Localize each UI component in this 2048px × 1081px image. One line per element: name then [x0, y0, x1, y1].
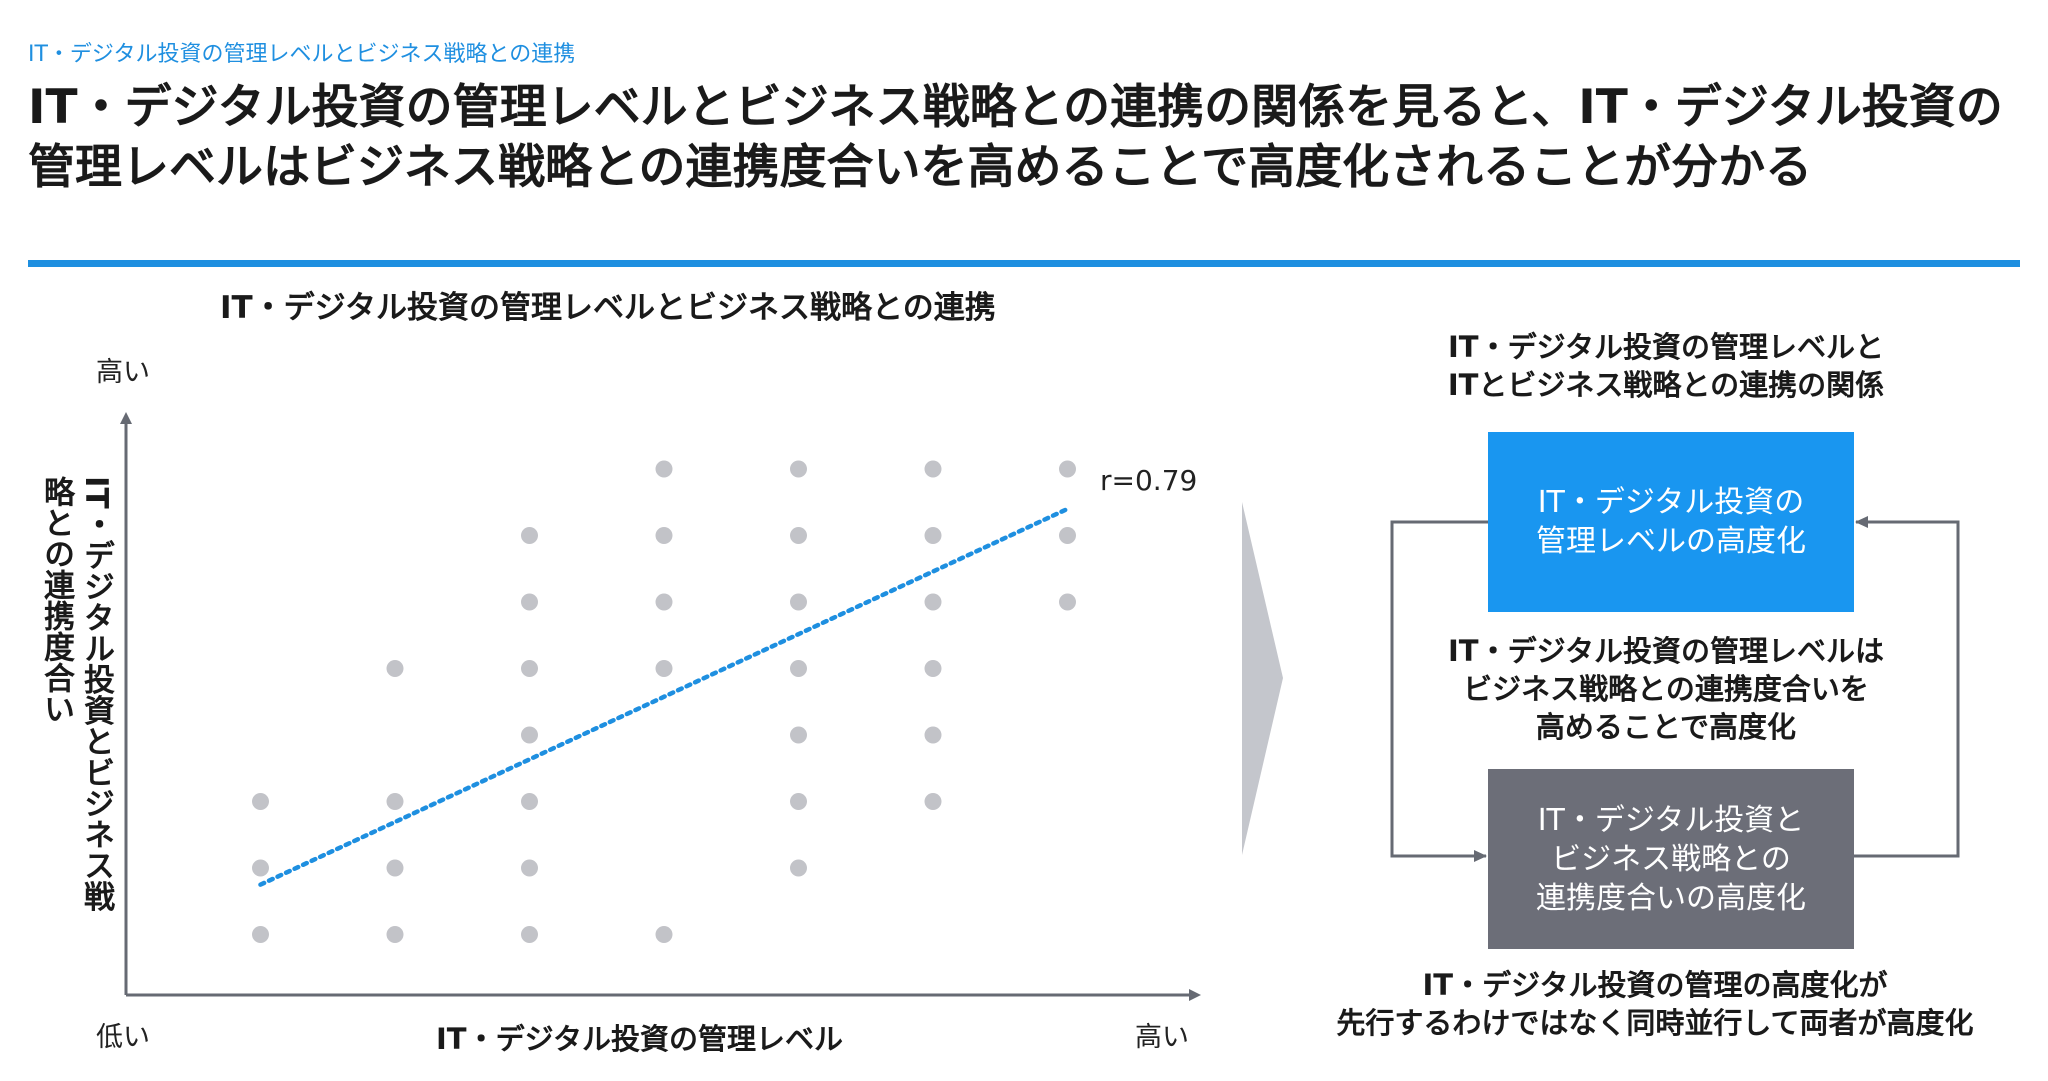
- data-point: [1059, 460, 1076, 478]
- data-point: [521, 527, 538, 544]
- management-level-box: IT・デジタル投資の 管理レベルの高度化: [1488, 432, 1854, 612]
- y-axis-title: IT・デジタル投資とビジネス戦略との連携度合い: [38, 476, 114, 912]
- data-point: [521, 726, 538, 744]
- x-axis-low-label: 低い: [96, 1022, 150, 1053]
- data-point: [790, 527, 807, 544]
- data-point: [655, 593, 673, 611]
- data-point: [655, 527, 673, 544]
- chevron-arrow-icon: [1242, 502, 1283, 855]
- data-point: [924, 793, 942, 810]
- data-point: [790, 460, 807, 478]
- data-point: [521, 926, 538, 943]
- data-point: [924, 726, 942, 744]
- data-point: [790, 660, 807, 677]
- data-point: [521, 859, 538, 877]
- chart-title: IT・デジタル投資の管理レベルとビジネス戦略との連携: [220, 290, 996, 326]
- data-point: [252, 926, 269, 943]
- data-point: [386, 793, 404, 810]
- data-point: [386, 660, 404, 677]
- data-point: [386, 926, 404, 943]
- title-divider: [28, 260, 2020, 267]
- x-axis-title: IT・デジタル投資の管理レベル: [436, 1022, 843, 1056]
- data-point: [790, 726, 807, 744]
- relation-explanation: IT・デジタル投資の管理レベルは ビジネス戦略との連携度合いを 高めることで高度…: [1448, 634, 1884, 744]
- data-point: [924, 593, 942, 611]
- relation-heading: IT・デジタル投資の管理レベルと ITとビジネス戦略との連携の関係: [1447, 330, 1885, 402]
- data-point: [1059, 527, 1076, 544]
- correlation-label: r=0.79: [1100, 464, 1198, 497]
- conclusion-text: IT・デジタル投資の管理の高度化が 先行するわけではなく同時並行して両者が高度化: [1336, 968, 1974, 1040]
- data-point: [252, 793, 269, 810]
- data-points: [252, 460, 1076, 943]
- flow-arrow-right: [1854, 516, 1960, 858]
- flow-arrow-left: [1390, 520, 1488, 862]
- data-point: [521, 593, 538, 611]
- data-point: [521, 793, 538, 810]
- data-point: [924, 660, 942, 677]
- data-point: [252, 859, 269, 877]
- data-point: [1059, 593, 1076, 611]
- strategy-alignment-box: IT・デジタル投資と ビジネス戦略との 連携度合いの高度化: [1488, 769, 1854, 949]
- y-axis-high-label: 高い: [96, 357, 150, 388]
- x-axis-high-label: 高い: [1135, 1022, 1189, 1053]
- breadcrumb: IT・デジタル投資の管理レベルとビジネス戦略との連携: [28, 42, 576, 67]
- data-point: [924, 460, 942, 478]
- data-point: [655, 660, 673, 677]
- data-point: [790, 793, 807, 810]
- data-point: [386, 859, 404, 877]
- data-point: [521, 660, 538, 677]
- data-point: [790, 593, 807, 611]
- trend-line: [258, 506, 1070, 887]
- page-title: IT・デジタル投資の管理レベルとビジネス戦略との連携の関係を見ると、IT・デジタ…: [28, 80, 2003, 195]
- data-point: [924, 527, 942, 544]
- data-point: [655, 926, 673, 943]
- data-point: [655, 460, 673, 478]
- data-point: [790, 859, 807, 877]
